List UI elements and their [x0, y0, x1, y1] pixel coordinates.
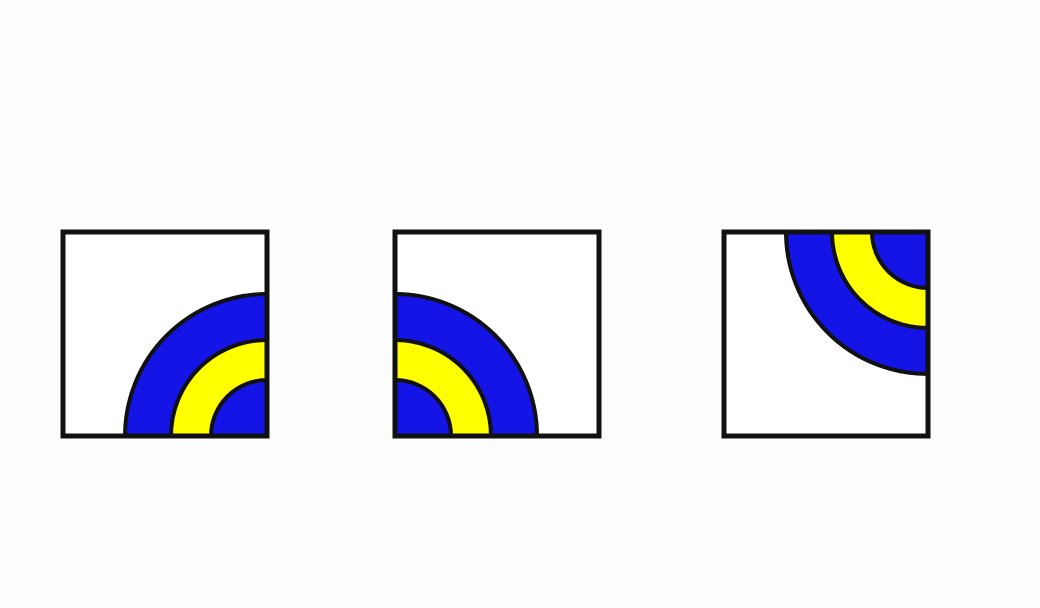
inner-blue-disc: [209, 378, 267, 436]
tile-border: [721, 229, 931, 439]
tile-border: [392, 229, 602, 439]
tile-border: [60, 229, 270, 439]
quarter-rings: [395, 292, 539, 436]
tile-3: [721, 229, 931, 439]
quarter-rings: [123, 292, 267, 436]
tile-1: [60, 229, 270, 439]
inner-blue-disc: [395, 378, 453, 436]
inner-blue-disc: [870, 232, 928, 290]
tile-2: [392, 229, 602, 439]
quarter-rings: [784, 232, 928, 376]
